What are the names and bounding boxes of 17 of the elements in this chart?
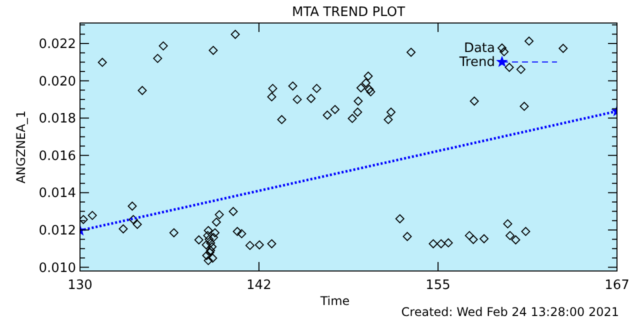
- x-tick-label: 155: [426, 278, 450, 293]
- x-tick-label: 167: [604, 278, 630, 293]
- y-tick-label: 0.010: [38, 260, 76, 276]
- y-tick-label: 0.020: [38, 74, 76, 90]
- y-axis-title: ANGZNEA_1: [14, 110, 28, 184]
- y-tick-label: 0.018: [38, 112, 76, 127]
- x-axis-title: Time: [319, 294, 350, 308]
- chart-title: MTA TREND PLOT: [292, 5, 406, 20]
- y-tick-label: 0.016: [38, 148, 76, 164]
- y-tick-label: 0.012: [38, 223, 76, 238]
- y-tick-label: 0.014: [38, 186, 76, 202]
- legend-label: Trend: [458, 55, 495, 70]
- text: Created: Wed Feb 24 13:28:00 2021: [401, 305, 619, 319]
- x-tick-label: 142: [246, 278, 272, 293]
- legend-label: Data: [464, 41, 495, 56]
- x-tick-label: 130: [68, 278, 92, 293]
- y-tick-label: 0.022: [38, 37, 76, 52]
